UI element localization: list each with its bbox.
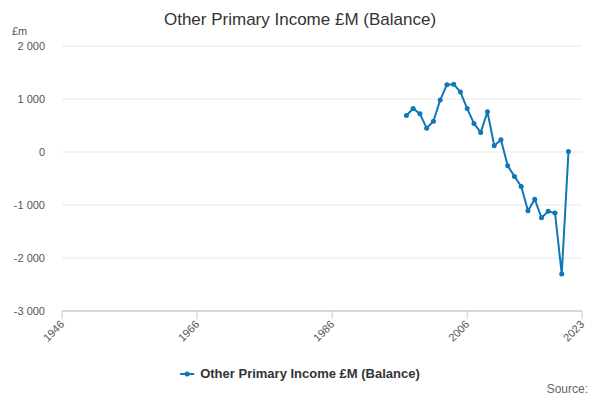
data-point	[492, 143, 497, 148]
y-tick-label: 2 000	[17, 40, 45, 52]
plot-area	[404, 82, 571, 277]
x-tick-label: 1966	[176, 318, 202, 344]
data-point	[525, 208, 530, 213]
grid-line	[62, 99, 582, 100]
x-tick-label: 2006	[446, 318, 472, 344]
data-point	[411, 106, 416, 111]
data-point	[512, 174, 517, 179]
data-point	[465, 106, 470, 111]
data-line	[406, 84, 568, 274]
y-tick-label: 0	[39, 146, 45, 158]
data-point	[498, 137, 503, 142]
y-tick-label: -2 000	[14, 252, 45, 264]
title: Other Primary Income £M (Balance)	[164, 10, 436, 29]
x-tick	[582, 311, 583, 319]
data-point	[485, 109, 490, 114]
data-point	[566, 149, 571, 154]
data-point	[519, 184, 524, 189]
grid-line	[62, 205, 582, 206]
x-tick-label: 1986	[311, 318, 337, 344]
data-point	[438, 98, 443, 103]
source: Source:	[547, 382, 588, 396]
data-point	[532, 197, 537, 202]
x-tick	[62, 311, 63, 319]
grid-line	[62, 258, 582, 259]
x-tick	[332, 311, 333, 319]
data-point	[478, 130, 483, 135]
data-point	[505, 163, 510, 168]
y-tick-label: -1 000	[14, 199, 45, 211]
y-tick-label: -3 000	[14, 305, 45, 317]
data-point	[451, 82, 456, 87]
y-axis-label: £m	[12, 25, 27, 37]
x-tick	[197, 311, 198, 319]
data-point	[539, 215, 544, 220]
data-point	[471, 121, 476, 126]
legend-item: Other Primary Income £M (Balance)	[180, 366, 420, 381]
legend-marker	[185, 372, 190, 377]
data-point	[404, 113, 409, 118]
data-point	[546, 209, 551, 214]
legend-label: Other Primary Income £M (Balance)	[200, 366, 420, 381]
data-point	[552, 210, 557, 215]
grid-line	[62, 311, 582, 312]
data-point	[424, 126, 429, 131]
data-point	[431, 119, 436, 124]
x-tick-label: 2023	[561, 318, 587, 344]
x-tick	[467, 311, 468, 319]
grid-line	[62, 46, 582, 47]
x-tick-label: 1946	[41, 318, 67, 344]
data-point	[458, 90, 463, 95]
chart-svg: Other Primary Income £M (Balance) £m -3 00…	[0, 0, 600, 400]
data-point	[444, 82, 449, 87]
data-point	[417, 111, 422, 116]
x-axis-line	[62, 311, 582, 312]
chart-container: Other Primary Income £M (Balance) £m -3 00…	[0, 0, 600, 400]
y-tick-label: 1 000	[17, 93, 45, 105]
data-point	[559, 271, 564, 276]
